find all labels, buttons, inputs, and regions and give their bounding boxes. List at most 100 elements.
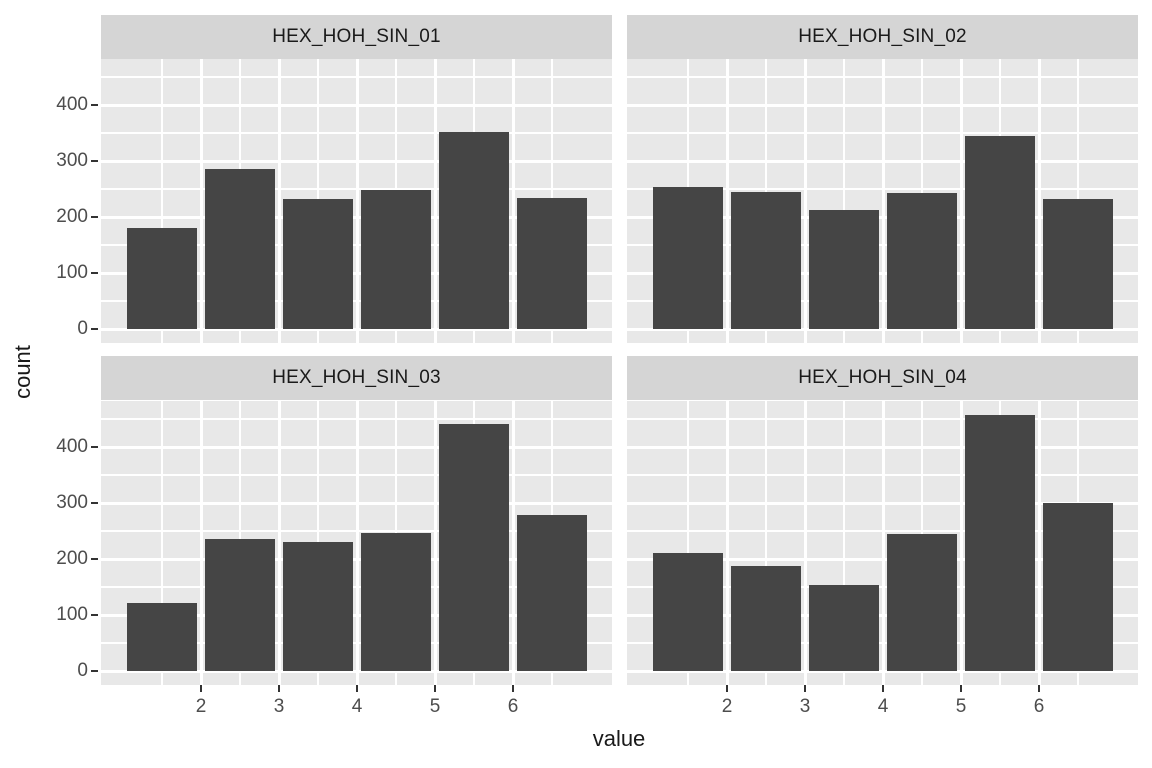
facet-strip-label: HEX_HOH_SIN_01 xyxy=(272,26,441,47)
gridline-major-v xyxy=(433,59,437,343)
x-tick-mark xyxy=(434,685,436,692)
x-tick-label: 4 xyxy=(877,696,889,717)
histogram-bar xyxy=(517,197,587,329)
gridline-major-v xyxy=(725,401,729,685)
x-tick-label: 3 xyxy=(799,696,811,717)
y-tick-mark xyxy=(91,670,98,672)
histogram-bar xyxy=(809,585,879,671)
facet-strip-label: HEX_HOH_SIN_04 xyxy=(798,367,967,388)
histogram-bar xyxy=(361,532,431,671)
y-tick-label: 100 xyxy=(56,262,88,283)
gridline-major-v xyxy=(199,59,203,343)
gridline-minor-v xyxy=(161,401,163,685)
y-tick-label: 400 xyxy=(56,94,88,115)
histogram-bar xyxy=(965,414,1035,671)
y-tick-mark xyxy=(91,272,98,274)
facet-panel xyxy=(101,401,612,685)
histogram-bar xyxy=(887,192,957,329)
x-tick-mark xyxy=(200,685,202,692)
histogram-bar xyxy=(439,424,509,671)
histogram-bar xyxy=(361,190,431,329)
x-tick-mark xyxy=(804,685,806,692)
facet-strip: HEX_HOH_SIN_01 xyxy=(101,15,612,59)
y-axis-title: count xyxy=(10,345,35,399)
x-tick-label: 6 xyxy=(507,696,519,717)
y-tick-mark xyxy=(91,328,98,330)
x-tick-mark xyxy=(726,685,728,692)
x-tick-mark xyxy=(356,685,358,692)
histogram-bar xyxy=(283,198,353,329)
y-tick-mark xyxy=(91,216,98,218)
facet-strip: HEX_HOH_SIN_03 xyxy=(101,356,612,400)
facet-strip-label: HEX_HOH_SIN_03 xyxy=(272,367,441,388)
gridline-major-v xyxy=(511,401,515,685)
gridline-major-v xyxy=(1037,401,1041,685)
gridline-major-v xyxy=(803,59,807,343)
y-tick-label: 300 xyxy=(56,150,88,171)
gridline-major-v xyxy=(881,401,885,685)
y-tick-mark xyxy=(91,558,98,560)
facet-panel xyxy=(627,59,1138,343)
gridline-major-v xyxy=(725,59,729,343)
x-tick-mark xyxy=(1038,685,1040,692)
gridline-major-v xyxy=(277,401,281,685)
histogram-bar xyxy=(887,533,957,671)
facet-panel xyxy=(101,59,612,343)
y-tick-label: 400 xyxy=(56,436,88,457)
x-tick-mark xyxy=(882,685,884,692)
histogram-bar xyxy=(809,209,879,329)
gridline-major-v xyxy=(199,401,203,685)
y-tick-label: 200 xyxy=(56,206,88,227)
y-tick-label: 300 xyxy=(56,492,88,513)
gridline-major-v xyxy=(959,59,963,343)
histogram-bar xyxy=(205,168,275,329)
y-tick-label: 0 xyxy=(77,318,88,339)
histogram-bar xyxy=(127,603,197,671)
gridline-minor-v xyxy=(687,401,689,685)
gridline-major-v xyxy=(433,401,437,685)
gridline-minor-v xyxy=(161,59,163,343)
histogram-bar xyxy=(439,131,509,329)
histogram-bar xyxy=(283,541,353,671)
y-tick-mark xyxy=(91,502,98,504)
facet-strip: HEX_HOH_SIN_04 xyxy=(627,356,1138,400)
y-tick-mark xyxy=(91,446,98,448)
gridline-major-v xyxy=(511,59,515,343)
gridline-major-v xyxy=(803,401,807,685)
x-tick-label: 5 xyxy=(429,696,441,717)
histogram-bar xyxy=(517,514,587,671)
histogram-bar xyxy=(965,136,1035,329)
gridline-major-v xyxy=(277,59,281,343)
x-axis-title: value xyxy=(592,726,646,751)
histogram-bar xyxy=(731,565,801,671)
y-tick-mark xyxy=(91,614,98,616)
facet-strip: HEX_HOH_SIN_02 xyxy=(627,15,1138,59)
histogram-bar xyxy=(1043,198,1113,329)
histogram-bar xyxy=(653,553,723,671)
x-tick-label: 3 xyxy=(273,696,285,717)
gridline-major-v xyxy=(355,59,359,343)
histogram-bar xyxy=(653,186,723,329)
y-tick-mark xyxy=(91,160,98,162)
x-tick-label: 4 xyxy=(351,696,363,717)
gridline-major-v xyxy=(881,59,885,343)
gridline-minor-v xyxy=(843,401,845,685)
y-tick-label: 100 xyxy=(56,604,88,625)
gridline-major-v xyxy=(355,401,359,685)
histogram-bar xyxy=(205,538,275,671)
histogram-bar xyxy=(731,191,801,329)
gridline-major-v xyxy=(1037,59,1041,343)
gridline-major-v xyxy=(959,401,963,685)
facet-panel xyxy=(627,401,1138,685)
histogram-bar xyxy=(1043,503,1113,671)
y-tick-label: 0 xyxy=(77,660,88,681)
x-tick-mark xyxy=(512,685,514,692)
x-tick-label: 5 xyxy=(955,696,967,717)
y-tick-mark xyxy=(91,104,98,106)
x-tick-mark xyxy=(278,685,280,692)
x-tick-mark xyxy=(960,685,962,692)
x-tick-label: 2 xyxy=(721,696,733,717)
x-tick-label: 6 xyxy=(1033,696,1045,717)
gridline-minor-v xyxy=(843,59,845,343)
